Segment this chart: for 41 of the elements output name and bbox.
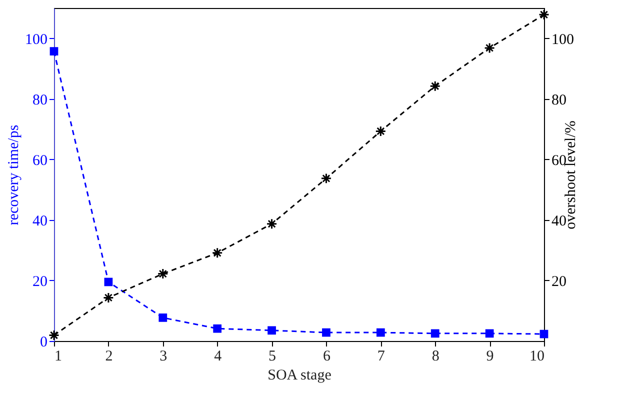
x-tick-label: 3: [160, 348, 168, 364]
y-axis-title: recovery time/ps: [6, 124, 22, 226]
point: [376, 328, 385, 337]
x-tick-label: 1: [54, 348, 62, 364]
y-tick-label: 0: [40, 334, 48, 350]
point: [266, 218, 278, 230]
y-tick-label: 20: [32, 274, 48, 290]
point: [538, 9, 550, 20]
point: [158, 314, 168, 322]
x-tick-label: 10: [530, 348, 544, 364]
y2-tick-label: 100: [552, 32, 574, 48]
point: [104, 278, 113, 286]
point: [48, 330, 60, 341]
y2-tick-label: 80: [552, 92, 566, 108]
point: [268, 326, 276, 335]
x-tick-label: 4: [214, 348, 222, 364]
point: [50, 47, 58, 56]
y-tick-label: 100: [25, 32, 48, 48]
point: [430, 80, 441, 92]
point: [322, 328, 330, 337]
point: [213, 324, 222, 333]
x-tick-label: 7: [377, 348, 386, 364]
y-tick-label: 40: [32, 213, 48, 230]
point: [102, 292, 114, 304]
point: [212, 247, 223, 258]
y-tick-label: 60: [32, 152, 48, 169]
point: [430, 329, 440, 338]
point: [484, 42, 496, 54]
x-tick-label: 8: [432, 348, 440, 364]
point: [320, 172, 332, 184]
point: [375, 126, 386, 137]
y2-tick-label: 20: [552, 274, 566, 290]
y-tick-label: 80: [32, 92, 48, 108]
point: [157, 268, 168, 280]
x-tick-label: 9: [486, 348, 494, 364]
x-tick-label: 2: [105, 348, 113, 364]
point: [485, 329, 494, 338]
x-tick-label: 5: [268, 348, 276, 364]
point: [540, 330, 548, 338]
x-tick-label: 6: [322, 348, 331, 364]
x-axis-title: SOA stage: [268, 368, 332, 384]
